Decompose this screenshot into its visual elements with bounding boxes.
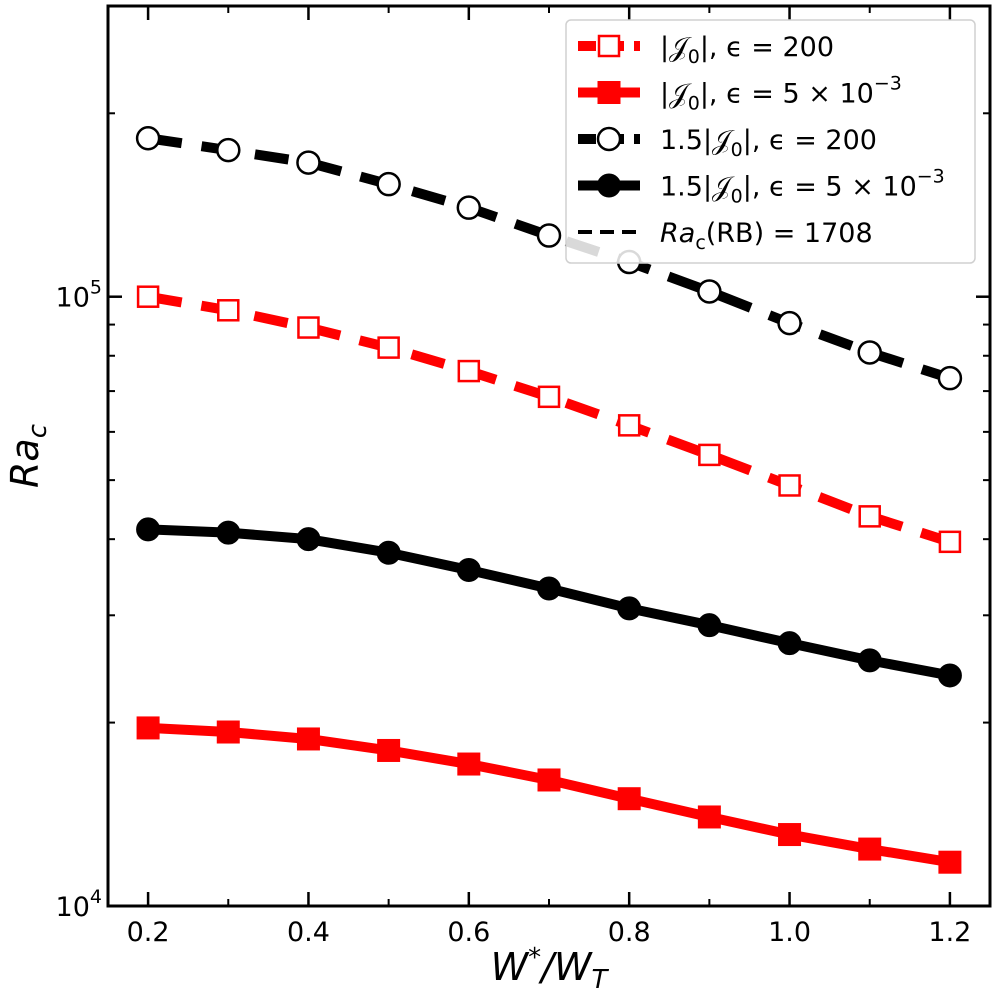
data-point: [376, 540, 401, 565]
data-point: [617, 414, 641, 437]
data-point: [938, 530, 962, 554]
data-point: [296, 150, 321, 175]
x-axis-label: W*/WT: [491, 943, 610, 994]
series-4: [136, 517, 962, 688]
data-point: [457, 359, 481, 383]
legend-label: 1.5|𝒥0|, ϵ = 200: [660, 125, 877, 161]
data-point: [136, 716, 160, 740]
legend-label: |𝒥0|, ϵ = 200: [660, 32, 834, 68]
data-point: [297, 316, 320, 339]
x-tick-label: 0.8: [608, 917, 651, 948]
data-point: [697, 805, 721, 829]
data-point: [377, 738, 401, 762]
data-point: [938, 850, 962, 874]
legend-label: 1.5|𝒥0|, ϵ = 5 × 10−3: [660, 166, 945, 208]
data-point: [296, 527, 321, 552]
series-3: [135, 125, 963, 391]
series-2: [136, 716, 962, 874]
legend-entry-5: Rac(RB) = 1708: [578, 218, 873, 254]
data-point: [216, 520, 241, 545]
data-point: [457, 752, 481, 776]
legend-marker: [597, 173, 621, 198]
data-point: [778, 823, 802, 847]
data-point: [778, 474, 801, 497]
data-point: [135, 125, 161, 151]
legend-entry-2: |𝒥0|, ϵ = 5 × 10−3: [578, 73, 902, 115]
x-tick-label: 0.2: [127, 917, 170, 948]
legend-entry-4: 1.5|𝒥0|, ϵ = 5 × 10−3: [578, 166, 945, 208]
legend: |𝒥0|, ϵ = 200 |𝒥0|, ϵ = 5 × 10−3 1.5|𝒥0|, …: [565, 19, 976, 264]
x-tick-label: 0.4: [287, 917, 330, 948]
data-point: [537, 768, 561, 792]
data-point: [537, 576, 561, 601]
data-point: [617, 787, 641, 811]
data-point: [697, 279, 722, 304]
x-tick-label: 0.6: [447, 917, 490, 948]
x-tick-label: 1.2: [928, 917, 971, 948]
legend-label: Rac(RB) = 1708: [660, 218, 873, 254]
data-point: [136, 285, 160, 308]
data-point: [216, 720, 240, 744]
data-point: [777, 631, 802, 656]
x-tick-label: 1.0: [768, 917, 811, 948]
series-line: [147, 133, 952, 383]
series-1: [136, 285, 962, 554]
series-line: [147, 291, 952, 547]
series-layer: [135, 125, 963, 874]
tick-labels: 0.2 0.4 0.6 0.8 1.0 1.2 104 105: [56, 277, 972, 948]
data-point: [937, 663, 962, 688]
data-point: [377, 336, 400, 359]
data-point: [698, 443, 721, 467]
data-point: [937, 365, 963, 391]
data-point: [136, 517, 161, 542]
data-point: [296, 727, 320, 751]
plot-frame: [106, 4, 992, 908]
data-point: [697, 613, 722, 638]
legend-marker: [597, 34, 621, 58]
data-point: [857, 340, 882, 365]
legend-label: |𝒥0|, ϵ = 5 × 10−3: [660, 73, 902, 115]
data-point: [617, 596, 642, 621]
data-point: [777, 310, 802, 336]
data-point: [456, 558, 481, 583]
legend-marker: [596, 126, 622, 152]
y-tick-label: 105: [56, 277, 102, 314]
legend-frame: [565, 19, 976, 264]
legend-marker: [597, 81, 621, 104]
data-point: [376, 171, 401, 197]
data-point: [456, 195, 482, 220]
legend-entry-1: |𝒥0|, ϵ = 200: [578, 32, 834, 68]
y-tick-label: 104: [56, 886, 102, 923]
data-point: [858, 505, 881, 528]
data-point: [536, 223, 562, 248]
data-point: [858, 837, 882, 861]
legend-entry-3: 1.5|𝒥0|, ϵ = 200: [578, 125, 877, 161]
data-point: [217, 299, 240, 322]
data-point: [857, 648, 882, 673]
data-point: [216, 137, 241, 163]
data-point: [537, 385, 561, 409]
